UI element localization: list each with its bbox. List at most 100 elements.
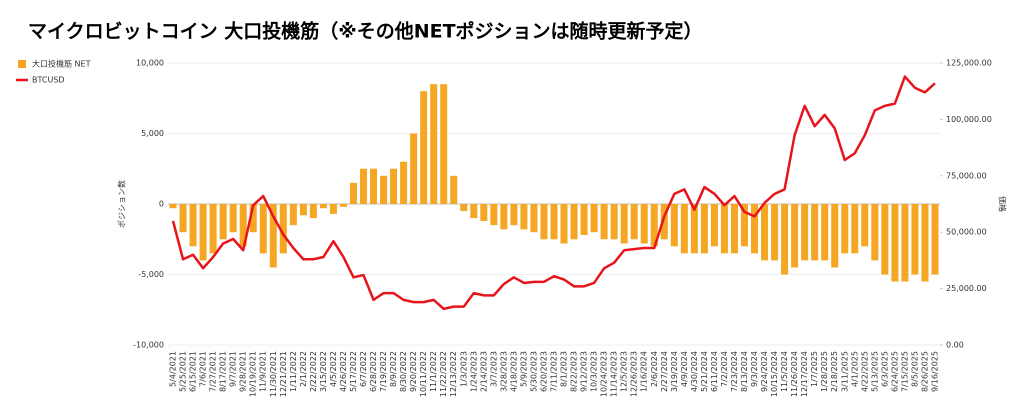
x-tick-label: 7/23/2024: [730, 351, 739, 392]
bar: [781, 204, 789, 275]
bar: [530, 204, 538, 233]
bar: [600, 204, 608, 240]
bar: [901, 204, 909, 282]
x-tick-label: 11/22/2022: [439, 351, 448, 397]
x-tick-label: 9/16/2025: [930, 351, 939, 392]
x-tick-label: 5/4/2021: [169, 351, 178, 387]
bar: [169, 204, 177, 209]
x-tick-label: 7/19/2022: [379, 351, 388, 392]
bar: [881, 204, 889, 275]
bar: [349, 182, 357, 204]
bar: [640, 204, 648, 244]
bar: [620, 204, 628, 244]
y-tick-label: 0: [159, 200, 164, 209]
x-tick-label: 12/17/2024: [800, 351, 809, 397]
x-tick-label: 7/6/2021: [199, 351, 208, 387]
bar: [710, 204, 718, 247]
bar: [490, 204, 498, 226]
bar: [891, 204, 899, 282]
y-tick-label: 10,000: [136, 59, 164, 68]
x-tick-label: 8/9/2022: [389, 351, 398, 387]
bar: [410, 133, 418, 204]
x-tick-label: 8/26/2025: [920, 351, 929, 392]
bar: [500, 204, 508, 230]
x-tick-label: 4/1/2025: [850, 351, 859, 387]
x-tick-label: 9/28/2021: [239, 351, 248, 392]
y2-axis-title: 価格: [998, 196, 1008, 212]
bar: [791, 204, 799, 268]
x-tick-label: 2/14/2023: [479, 351, 488, 392]
bar: [199, 204, 207, 261]
x-tick-label: 12/13/2022: [449, 351, 458, 397]
x-tick-label: 10/3/2023: [590, 351, 599, 392]
x-tick-label: 1/7/2025: [810, 351, 819, 387]
x-tick-label: 7/15/2025: [900, 351, 909, 392]
x-tick-label: 11/5/2024: [780, 351, 789, 392]
bar: [540, 204, 548, 240]
bar: [259, 204, 267, 254]
x-tick-label: 11/9/2021: [259, 351, 268, 392]
bar: [821, 204, 829, 261]
bar: [319, 204, 327, 209]
bar: [660, 204, 668, 240]
bar: [771, 204, 779, 261]
bar: [550, 204, 558, 240]
x-tick-label: 6/3/2025: [880, 351, 889, 387]
bar: [339, 204, 347, 207]
x-tick-label: 1/16/2024: [640, 351, 649, 392]
bar: [229, 204, 237, 233]
bar: [931, 204, 939, 275]
x-tick-label: 3/11/2025: [840, 351, 849, 392]
x-tick-label: 4/9/2024: [680, 351, 689, 387]
bar: [720, 204, 728, 254]
x-tick-label: 8/17/2021: [219, 351, 228, 392]
x-tick-label: 3/19/2024: [670, 351, 679, 392]
x-tick-label: 12/26/2023: [630, 351, 639, 397]
bar: [630, 204, 638, 240]
x-tick-label: 4/18/2023: [509, 351, 518, 392]
bar: [861, 204, 869, 247]
chart-title: マイクロビットコイン 大口投機筋（※その他NETポジションは随時更新予定）: [28, 20, 703, 43]
y-tick-label: 5,000: [141, 129, 164, 138]
bar: [841, 204, 849, 254]
x-tick-label: 2/27/2024: [660, 351, 669, 392]
x-tick-label: 9/7/2021: [229, 351, 238, 387]
bar: [329, 204, 337, 214]
x-tick-label: 11/1/2022: [429, 351, 438, 392]
x-tick-label: 10/19/2021: [249, 351, 258, 397]
x-tick-label: 2/1/2022: [299, 351, 308, 387]
x-tick-label: 6/15/2021: [189, 351, 198, 392]
bar: [751, 204, 759, 254]
bar: [309, 204, 317, 219]
bar: [219, 204, 227, 240]
x-tick-label: 7/2/2024: [720, 351, 729, 387]
bar: [650, 204, 658, 247]
x-tick-label: 2/18/2025: [830, 351, 839, 392]
y2-tick-label: 100,000.00: [946, 115, 992, 124]
y2-tick-label: 25,000.00: [946, 284, 987, 293]
bar: [279, 204, 287, 254]
y2-tick-label: 0.00: [946, 341, 964, 350]
x-tick-label: 4/26/2022: [339, 351, 348, 392]
y-axis-title: ポジション数: [117, 180, 127, 228]
x-tick-label: 7/11/2023: [550, 351, 559, 392]
y2-tick-label: 125,000.00: [946, 59, 992, 68]
x-tick-label: 5/25/2021: [179, 351, 188, 392]
bar: [871, 204, 879, 261]
bar: [911, 204, 919, 275]
y2-tick-label: 75,000.00: [946, 171, 987, 180]
x-tick-label: 6/11/2024: [710, 351, 719, 392]
bar: [209, 204, 217, 254]
x-tick-label: 5/17/2022: [349, 351, 358, 392]
bar: [730, 204, 738, 254]
bar: [520, 204, 528, 230]
bar: [580, 204, 588, 236]
x-tick-label: 6/7/2022: [359, 351, 368, 387]
x-tick-label: 3/7/2023: [489, 351, 498, 387]
bar: [610, 204, 618, 240]
x-tick-label: 8/30/2022: [399, 351, 408, 392]
bar: [239, 204, 247, 247]
bar: [179, 204, 187, 233]
bar: [590, 204, 598, 233]
